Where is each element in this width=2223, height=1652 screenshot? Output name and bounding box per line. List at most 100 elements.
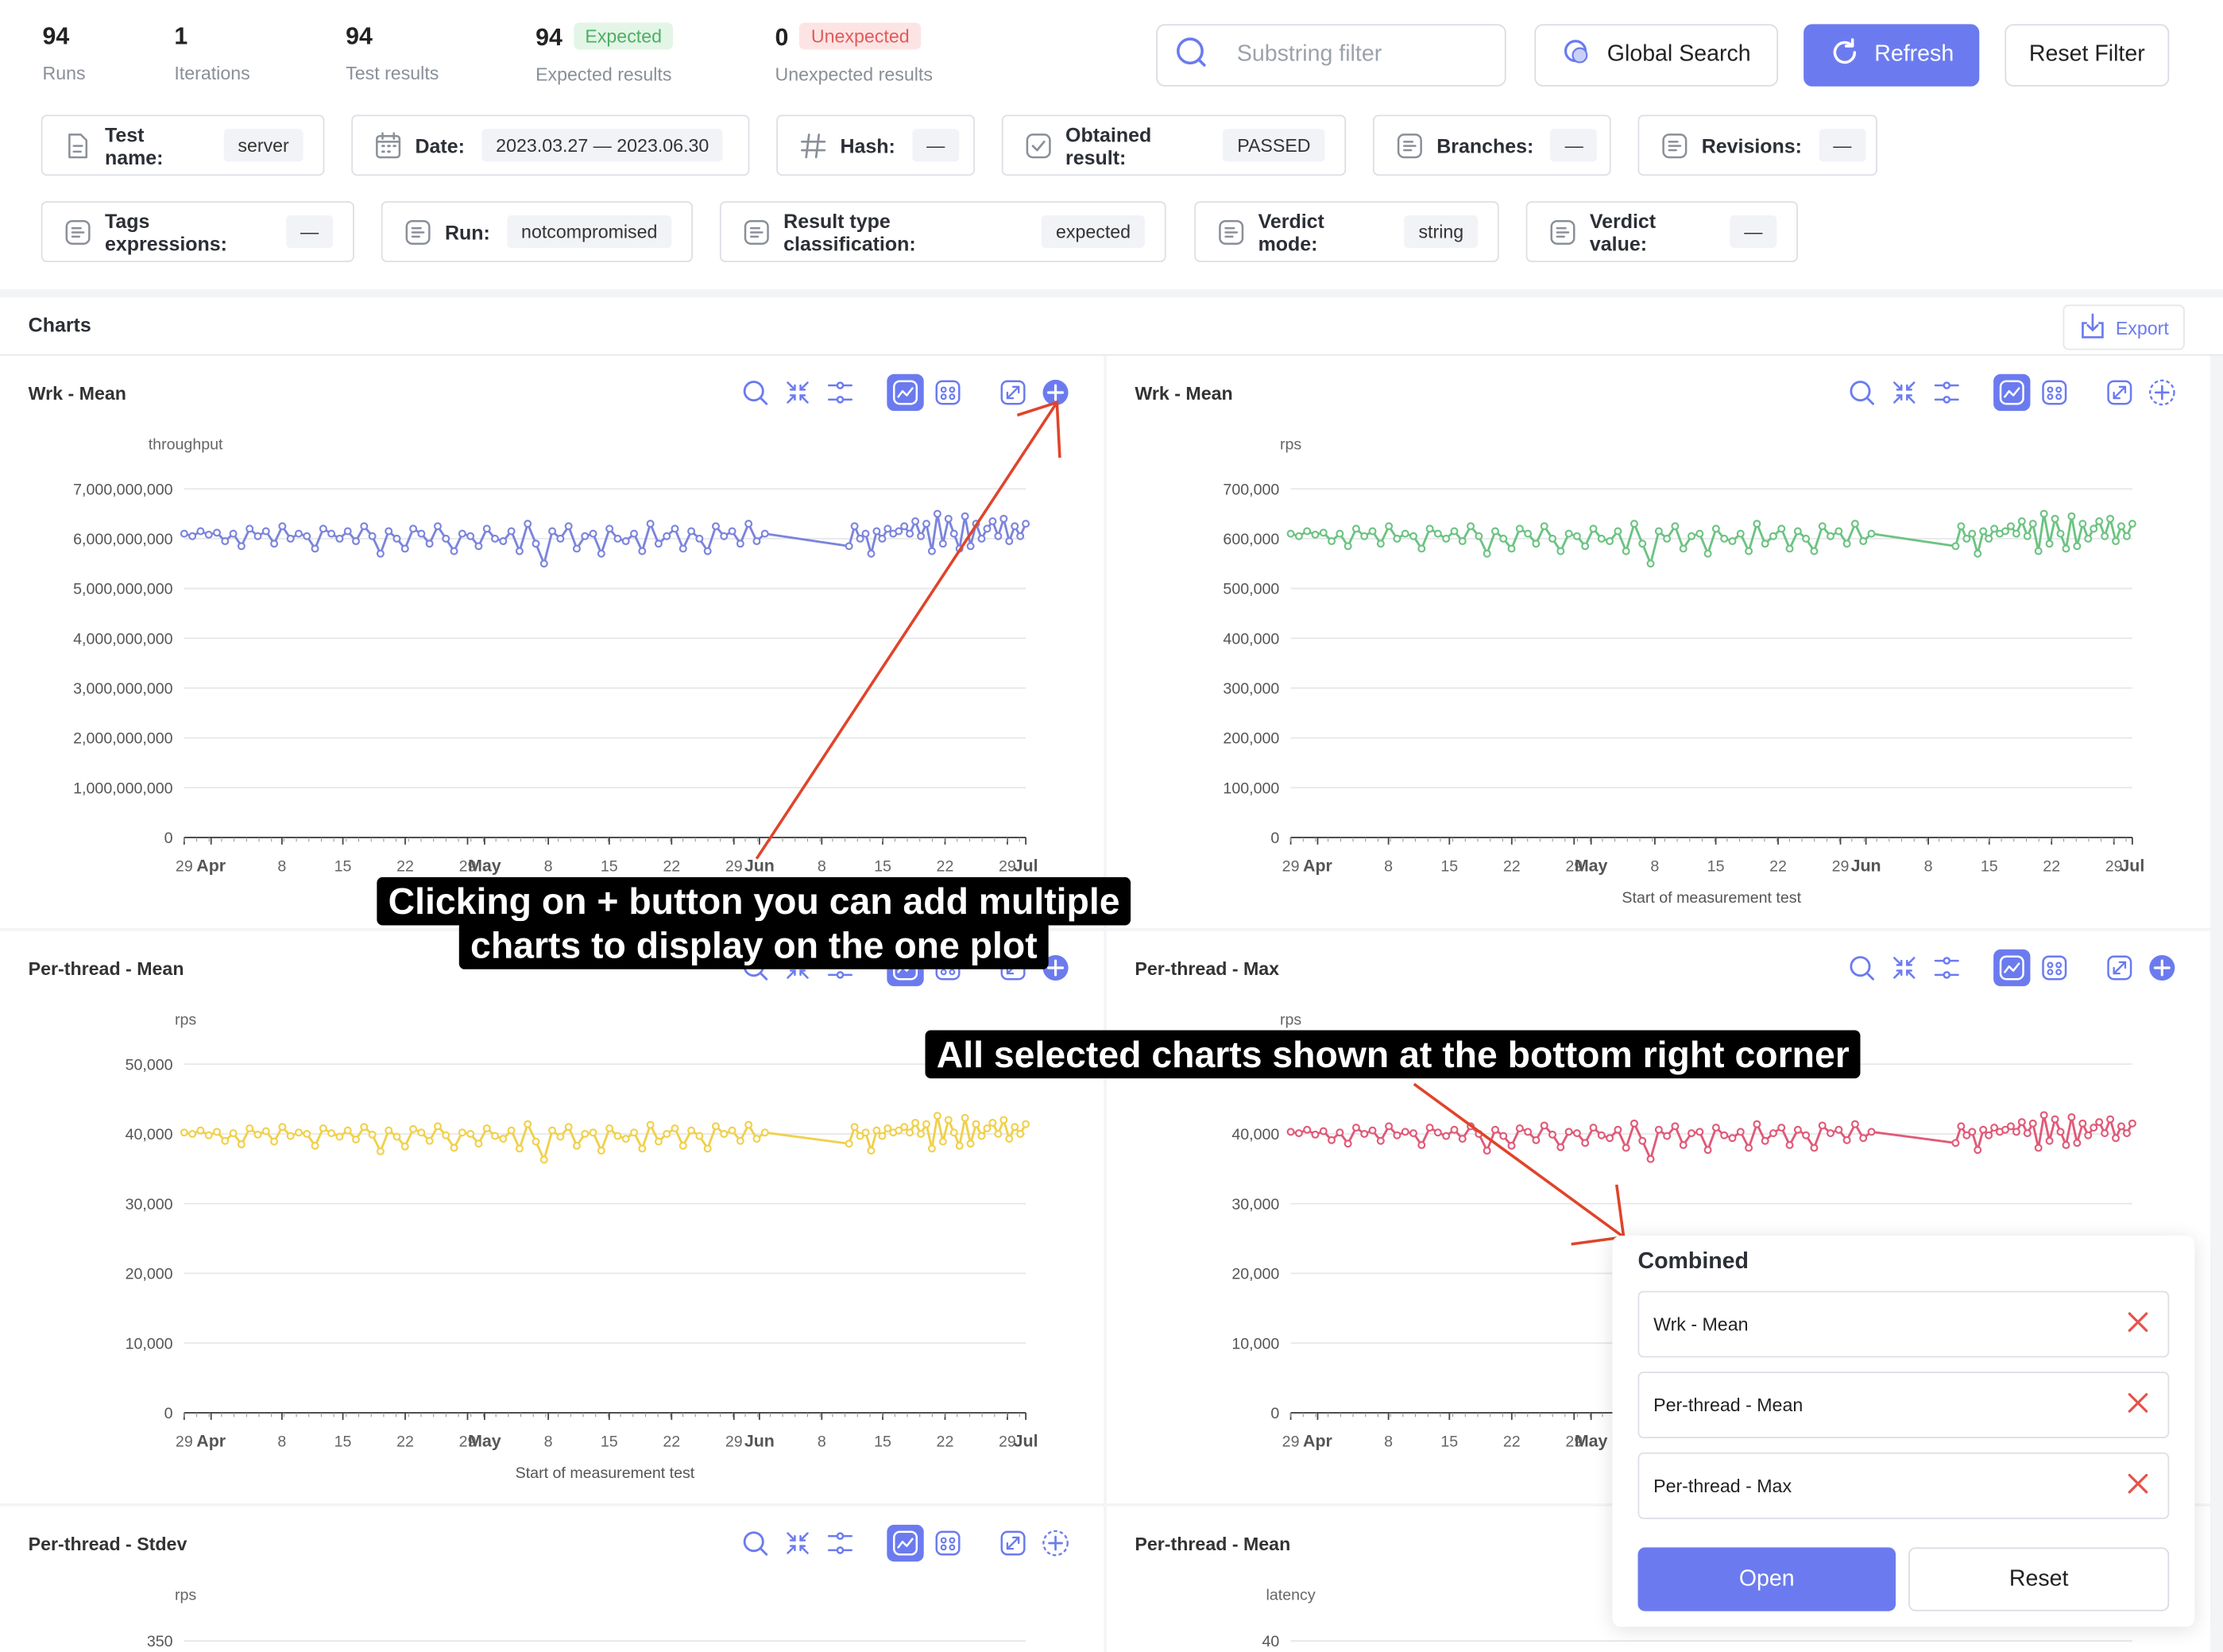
data-point (564, 1123, 573, 1132)
x-tick-label: 22 (1503, 1433, 1521, 1451)
stat-label: Iterations (174, 62, 250, 84)
substring-filter[interactable] (1156, 24, 1506, 87)
data-point (515, 1144, 524, 1153)
data-point (1951, 1139, 1960, 1147)
x-tick-label: 22 (937, 858, 954, 876)
x-tick-label: 29 (725, 1433, 743, 1451)
data-point (988, 1118, 997, 1127)
data-point (630, 1128, 639, 1137)
list-icon (1659, 130, 1690, 161)
data-point (883, 1124, 892, 1132)
data-point (1679, 1141, 1688, 1150)
expand-icon[interactable] (2101, 374, 2138, 411)
filter-chip[interactable]: Test name: server (41, 114, 325, 176)
filter-chip[interactable]: Revisions: — (1637, 114, 1877, 176)
data-point (1711, 1124, 1720, 1132)
data-point (895, 1126, 903, 1135)
data-point (1753, 520, 1761, 528)
global-search-button[interactable]: Global Search (1534, 24, 1779, 87)
add-to-combined-icon[interactable] (1037, 1525, 1073, 1561)
data-point (368, 1130, 377, 1139)
y-axis-label: rps (1280, 435, 1301, 453)
series-line (1290, 1115, 2134, 1163)
data-point (703, 1144, 712, 1153)
data-point (654, 1137, 663, 1146)
x-tick-label: 29 (459, 1433, 477, 1451)
filter-chip-value: notcompromised (507, 215, 672, 249)
reset-combined-button[interactable]: Reset (1908, 1547, 2170, 1611)
data-point (2028, 520, 2037, 528)
collapse-icon[interactable] (1886, 374, 1923, 411)
y-tick-label: 2,000,000,000 (73, 730, 172, 748)
combined-item: Wrk - Mean (1637, 1290, 2170, 1358)
data-point (466, 532, 475, 540)
filter-settings-icon[interactable] (822, 1525, 858, 1561)
data-point (2017, 516, 2026, 525)
remove-icon[interactable] (2125, 1471, 2151, 1500)
scatter-icon[interactable] (2036, 374, 2073, 411)
data-point (1630, 520, 1638, 528)
data-point (720, 1130, 729, 1138)
x-tick-label: 22 (1769, 858, 1787, 876)
data-point (744, 1120, 753, 1129)
y-axis-label: throughput (149, 435, 223, 453)
x-tick-label: 8 (818, 858, 826, 876)
reset-filter-button[interactable]: Reset Filter (2005, 24, 2170, 87)
export-button[interactable]: Export (2063, 304, 2185, 350)
add-to-combined-icon[interactable] (2144, 950, 2180, 986)
data-point (1646, 1155, 1655, 1163)
zoom-icon[interactable] (1843, 950, 1880, 986)
data-point (1564, 529, 1573, 538)
line-chart-icon[interactable] (1993, 949, 2031, 987)
data-point (906, 529, 914, 538)
data-point (1499, 534, 1508, 543)
chart-plot: rps 700,000 600,000 500,000 400,000 300,000 20… (1223, 435, 2144, 907)
substring-filter-input[interactable] (1234, 41, 1481, 70)
y-tick-label: 0 (1270, 830, 1279, 847)
y-tick-label: 10,000 (1231, 1335, 1279, 1352)
zoom-icon[interactable] (1843, 374, 1880, 411)
data-point (900, 522, 909, 531)
remove-icon[interactable] (2125, 1390, 2151, 1419)
filter-chip[interactable]: Tags expressions: — (41, 201, 354, 262)
data-point (1842, 1136, 1851, 1144)
line-chart-icon[interactable] (887, 1524, 924, 1562)
data-point (2073, 542, 2082, 551)
expand-icon[interactable] (2101, 950, 2138, 986)
data-point (491, 1132, 500, 1140)
data-point (400, 544, 409, 553)
data-point (1728, 537, 1737, 546)
data-point (343, 527, 352, 536)
add-to-combined-icon[interactable] (2144, 374, 2180, 411)
filter-settings-icon[interactable] (1928, 374, 1965, 411)
filter-chip[interactable]: Hash: — (776, 114, 975, 176)
scatter-icon[interactable] (2036, 950, 2073, 986)
filter-chip[interactable]: Verdict mode: string (1194, 201, 1499, 262)
filter-chip[interactable]: Verdict value: — (1525, 201, 1799, 262)
zoom-icon[interactable] (736, 1525, 773, 1561)
filter-chip[interactable]: Date: 2023.03.27 — 2023.06.30 (351, 114, 750, 176)
data-point (671, 524, 679, 533)
refresh-button[interactable]: Refresh (1804, 24, 1980, 87)
x-axis-label: Start of measurement test (1622, 889, 1801, 907)
data-point (1581, 542, 1590, 551)
data-point (938, 1137, 947, 1146)
expand-icon[interactable] (995, 1525, 1031, 1561)
remove-icon[interactable] (2125, 1310, 2151, 1339)
collapse-icon[interactable] (779, 374, 816, 411)
open-combined-button[interactable]: Open (1637, 1547, 1896, 1611)
data-point (983, 524, 992, 533)
collapse-icon[interactable] (779, 1525, 816, 1561)
filter-chip[interactable]: Branches: — (1373, 114, 1611, 176)
add-to-combined-icon[interactable] (1037, 374, 1073, 411)
data-point (1581, 1139, 1590, 1147)
add-to-combined-icon[interactable] (1037, 950, 1073, 986)
collapse-icon[interactable] (1886, 950, 1923, 986)
filter-chip[interactable]: Run: notcompromised (381, 201, 694, 262)
filter-chip[interactable]: Obtained result: PASSED (1001, 114, 1347, 176)
filter-settings-icon[interactable] (1928, 950, 1965, 986)
line-chart-icon[interactable] (1993, 373, 2031, 412)
filter-chip[interactable]: Result type classification: expected (719, 201, 1166, 262)
scatter-icon[interactable] (930, 1525, 966, 1561)
y-axis-label: rps (1280, 1011, 1301, 1028)
